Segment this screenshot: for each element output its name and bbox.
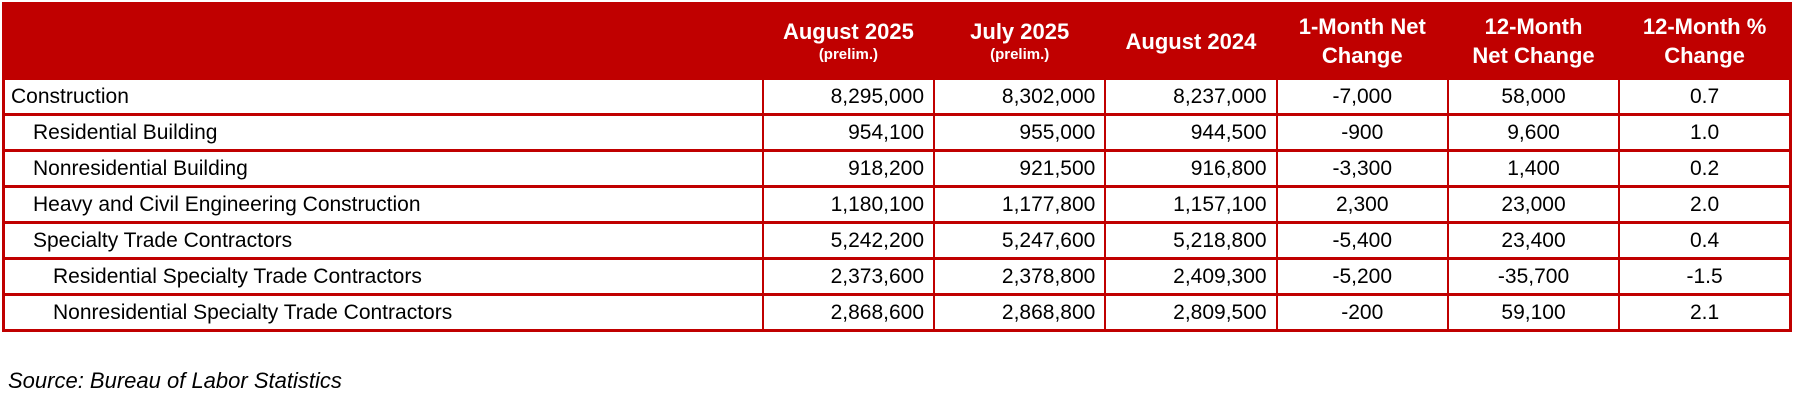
cell-aug-2025: 954,100 <box>761 113 936 152</box>
cell-jul-2025: 8,302,000 <box>933 77 1107 116</box>
table-row-heavy-civil-engineering: Heavy and Civil Engineering Construction… <box>2 185 1792 224</box>
cell-12mo-pct-change: 0.4 <box>1618 221 1792 260</box>
cell-aug-2024: 2,809,500 <box>1104 293 1278 332</box>
table-row-residential-building: Residential Building 954,100 955,000 944… <box>2 113 1792 152</box>
cell-jul-2025: 5,247,600 <box>933 221 1107 260</box>
cell-aug-2025: 2,373,600 <box>761 257 936 296</box>
cell-jul-2025: 1,177,800 <box>933 185 1107 224</box>
cell-12mo-pct-change: -1.5 <box>1618 257 1792 296</box>
cell-1mo-net-change: -3,300 <box>1275 149 1449 188</box>
page: August 2025 (prelim.) July 2025 (prelim.… <box>2 2 1792 393</box>
col-header-label: Change <box>1664 43 1745 68</box>
cell-12mo-pct-change: 2.0 <box>1618 185 1792 224</box>
table-row-specialty-trade-contractors: Specialty Trade Contractors 5,242,200 5,… <box>2 221 1792 260</box>
row-label: Heavy and Civil Engineering Construction <box>2 185 764 224</box>
cell-jul-2025: 2,378,800 <box>933 257 1107 296</box>
table-row-nonresidential-specialty-trade: Nonresidential Specialty Trade Contracto… <box>2 293 1792 332</box>
cell-aug-2024: 916,800 <box>1104 149 1278 188</box>
cell-aug-2025: 918,200 <box>761 149 936 188</box>
cell-12mo-net-change: 58,000 <box>1446 77 1621 116</box>
header-row: August 2025 (prelim.) July 2025 (prelim.… <box>2 2 1792 80</box>
table-body: Construction 8,295,000 8,302,000 8,237,0… <box>2 77 1792 332</box>
cell-12mo-net-change: 59,100 <box>1446 293 1621 332</box>
row-label: Residential Building <box>2 113 764 152</box>
cell-12mo-net-change: -35,700 <box>1446 257 1621 296</box>
cell-12mo-pct-change: 2.1 <box>1618 293 1792 332</box>
cell-aug-2024: 2,409,300 <box>1104 257 1278 296</box>
cell-12mo-net-change: 23,000 <box>1446 185 1621 224</box>
cell-aug-2024: 8,237,000 <box>1104 77 1278 116</box>
col-header-12-month-net-change: 12-Month Net Change <box>1446 2 1621 80</box>
cell-aug-2024: 5,218,800 <box>1104 221 1278 260</box>
cell-jul-2025: 921,500 <box>933 149 1107 188</box>
col-header-label: August 2025 <box>782 18 914 44</box>
col-header-label: Net Change <box>1472 43 1595 68</box>
cell-jul-2025: 2,868,800 <box>933 293 1107 332</box>
cell-1mo-net-change: -7,000 <box>1275 77 1449 116</box>
cell-12mo-pct-change: 0.2 <box>1618 149 1792 188</box>
cell-1mo-net-change: -900 <box>1275 113 1449 152</box>
row-label: Specialty Trade Contractors <box>2 221 764 260</box>
table-header: August 2025 (prelim.) July 2025 (prelim.… <box>2 2 1792 80</box>
cell-aug-2025: 1,180,100 <box>761 185 936 224</box>
cell-12mo-net-change: 23,400 <box>1446 221 1621 260</box>
cell-12mo-net-change: 1,400 <box>1446 149 1621 188</box>
cell-aug-2025: 5,242,200 <box>761 221 936 260</box>
col-header-august-2025: August 2025 (prelim.) <box>761 2 936 80</box>
cell-1mo-net-change: -5,200 <box>1275 257 1449 296</box>
cell-12mo-pct-change: 1.0 <box>1618 113 1792 152</box>
cell-1mo-net-change: 2,300 <box>1275 185 1449 224</box>
source-note: Source: Bureau of Labor Statistics <box>8 368 342 393</box>
cell-aug-2024: 944,500 <box>1104 113 1278 152</box>
col-header-label: 1-Month Net <box>1298 14 1426 39</box>
table-row-residential-specialty-trade: Residential Specialty Trade Contractors … <box>2 257 1792 296</box>
row-label: Nonresidential Building <box>2 149 764 188</box>
col-header-sublabel: (prelim.) <box>990 45 1050 63</box>
col-header-12-month-pct-change: 12-Month % Change <box>1618 2 1792 80</box>
col-header-label: 12-Month <box>1484 14 1583 39</box>
row-label: Construction <box>2 77 764 116</box>
row-label: Nonresidential Specialty Trade Contracto… <box>2 293 764 332</box>
col-header-label: Change <box>1321 43 1403 68</box>
cell-12mo-net-change: 9,600 <box>1446 113 1621 152</box>
cell-aug-2025: 2,868,600 <box>761 293 936 332</box>
cell-jul-2025: 955,000 <box>933 113 1107 152</box>
row-label: Residential Specialty Trade Contractors <box>2 257 764 296</box>
cell-aug-2024: 1,157,100 <box>1104 185 1278 224</box>
cell-1mo-net-change: -200 <box>1275 293 1449 332</box>
col-header-sublabel: (prelim.) <box>818 45 878 63</box>
col-header-august-2024: August 2024 <box>1104 2 1278 80</box>
col-header-1-month-net-change: 1-Month Net Change <box>1275 2 1449 80</box>
table-row-nonresidential-building: Nonresidential Building 918,200 921,500 … <box>2 149 1792 188</box>
col-header-label: 12-Month % <box>1642 14 1767 39</box>
col-header-industry <box>2 2 764 80</box>
col-header-label: July 2025 <box>970 18 1070 44</box>
col-header-july-2025: July 2025 (prelim.) <box>933 2 1107 80</box>
employment-table: August 2025 (prelim.) July 2025 (prelim.… <box>2 2 1792 332</box>
table-row-construction: Construction 8,295,000 8,302,000 8,237,0… <box>2 77 1792 116</box>
cell-12mo-pct-change: 0.7 <box>1618 77 1792 116</box>
cell-aug-2025: 8,295,000 <box>761 77 936 116</box>
cell-1mo-net-change: -5,400 <box>1275 221 1449 260</box>
col-header-label: August 2024 <box>1125 28 1257 54</box>
